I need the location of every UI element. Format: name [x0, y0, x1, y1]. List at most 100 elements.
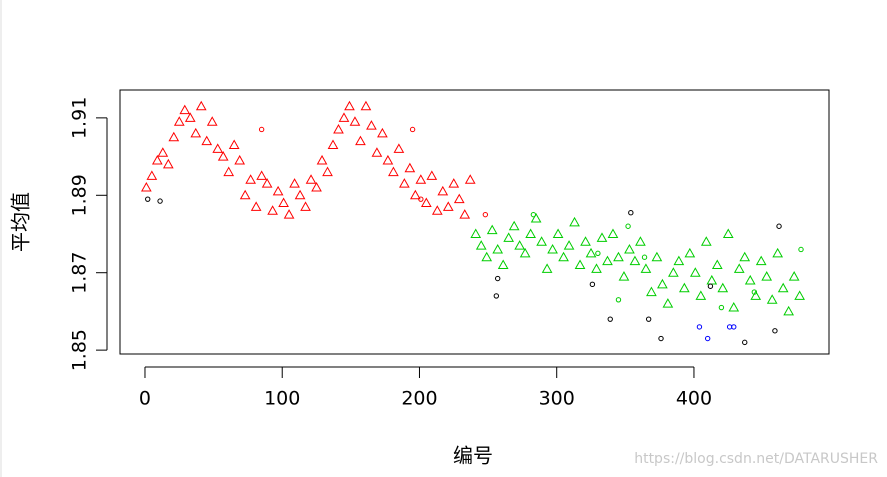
point	[157, 198, 163, 204]
point	[788, 271, 800, 281]
y-tick-label: 1.85	[69, 329, 91, 371]
point	[618, 271, 630, 281]
point	[783, 305, 795, 316]
point	[250, 201, 262, 211]
x-tick-label: 100	[264, 388, 300, 410]
point	[718, 304, 725, 311]
point	[179, 104, 191, 115]
point	[624, 243, 635, 254]
point	[475, 240, 487, 250]
x-tick-label: 200	[401, 388, 437, 410]
point	[794, 290, 805, 300]
point	[283, 209, 295, 219]
point	[668, 267, 679, 277]
point	[289, 178, 300, 188]
point	[625, 223, 631, 229]
point	[278, 197, 289, 208]
point	[355, 135, 366, 146]
point	[508, 220, 520, 231]
point	[190, 127, 202, 138]
point	[525, 228, 536, 238]
y-tick-label: 1.91	[69, 97, 91, 139]
point	[772, 328, 778, 334]
point	[388, 166, 399, 177]
point	[629, 255, 641, 266]
point	[722, 228, 734, 238]
point	[151, 154, 163, 165]
point	[519, 247, 531, 258]
point	[766, 294, 778, 304]
point	[382, 154, 394, 165]
point	[580, 236, 591, 246]
point	[399, 178, 410, 188]
point	[615, 297, 622, 303]
point	[744, 274, 756, 285]
point	[206, 116, 218, 126]
x-tick-label: 400	[676, 388, 712, 410]
point	[195, 100, 207, 111]
point	[772, 247, 784, 258]
point	[673, 255, 685, 266]
point	[569, 216, 580, 227]
point	[711, 259, 723, 269]
point	[641, 254, 648, 260]
point	[733, 263, 745, 273]
point	[494, 275, 501, 282]
point	[761, 271, 773, 281]
point	[503, 232, 515, 242]
point	[704, 335, 711, 342]
point	[453, 193, 465, 204]
point	[393, 143, 405, 153]
point	[245, 174, 257, 184]
point	[234, 154, 246, 165]
point	[536, 236, 547, 246]
watermark: https://blog.csdn.net/DATARUSHER	[634, 451, 878, 467]
point	[585, 247, 597, 258]
point	[327, 139, 339, 149]
point	[739, 251, 751, 262]
point	[168, 131, 180, 142]
point	[258, 126, 265, 133]
y-axis-label: 平均值	[9, 192, 33, 252]
point	[338, 112, 350, 122]
x-axis-label: 编号	[453, 444, 493, 468]
point	[657, 278, 668, 289]
point	[541, 263, 553, 273]
point	[589, 281, 596, 288]
point	[607, 228, 619, 238]
plot-box	[119, 89, 830, 355]
point	[145, 196, 151, 202]
point	[755, 255, 767, 266]
point	[645, 316, 652, 322]
point	[742, 339, 748, 346]
point	[442, 201, 454, 211]
point	[418, 196, 424, 202]
point	[239, 189, 251, 200]
point	[223, 166, 235, 177]
point	[728, 302, 740, 312]
point	[437, 185, 449, 196]
point	[751, 289, 758, 295]
point	[366, 120, 377, 130]
point	[707, 283, 714, 289]
point	[212, 143, 224, 153]
point	[404, 162, 416, 173]
point	[420, 197, 432, 208]
point	[482, 211, 489, 218]
point	[640, 263, 652, 273]
x-tick-label: 300	[539, 388, 575, 410]
point	[377, 127, 388, 138]
point	[776, 223, 782, 229]
point	[700, 236, 712, 246]
point	[497, 259, 509, 269]
point	[311, 182, 322, 192]
point	[591, 263, 602, 273]
point	[613, 251, 624, 262]
point	[201, 135, 213, 146]
point	[371, 147, 383, 157]
point	[552, 228, 564, 238]
point	[646, 286, 657, 297]
point	[695, 290, 707, 300]
point	[514, 240, 526, 250]
point	[662, 298, 674, 308]
